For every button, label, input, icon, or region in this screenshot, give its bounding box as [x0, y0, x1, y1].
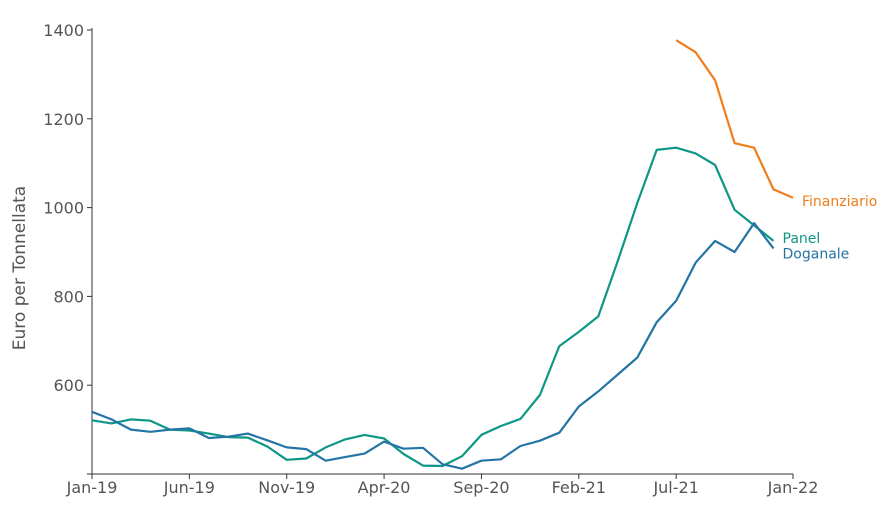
x-tick-label: Jul-21	[652, 478, 698, 497]
x-tick-label: Apr-20	[358, 478, 411, 497]
x-tick-label: Sep-20	[453, 478, 509, 497]
y-tick-label: 800	[53, 287, 84, 306]
y-tick-label: 1200	[43, 110, 84, 129]
chart-axes: 600 800 1000 1200 1400 Jan-19 Jun-19 Nov-19 Apr-…	[10, 21, 818, 497]
y-tick-label: 600	[53, 376, 84, 395]
y-tick-label: 1000	[43, 199, 84, 218]
x-tick-label: Nov-19	[258, 478, 315, 497]
x-tick-label: Jan-19	[66, 478, 118, 497]
series-label-panel: Panel	[783, 231, 821, 247]
x-tick-label: Feb-21	[552, 478, 606, 497]
series-line-doganale	[91, 222, 775, 470]
y-axis-label: Euro per Tonnellata	[10, 186, 30, 350]
chart-series-lines	[91, 39, 794, 470]
series-label-doganale: Doganale	[783, 246, 850, 262]
x-tick-label: Jan-22	[767, 478, 819, 497]
x-tick-label: Jun-19	[163, 478, 215, 497]
series-line-panel	[91, 146, 775, 468]
y-tick-label: 1400	[43, 21, 84, 40]
series-label-finanziario: Finanziario	[802, 194, 877, 210]
series-line-finanziario	[675, 39, 794, 199]
